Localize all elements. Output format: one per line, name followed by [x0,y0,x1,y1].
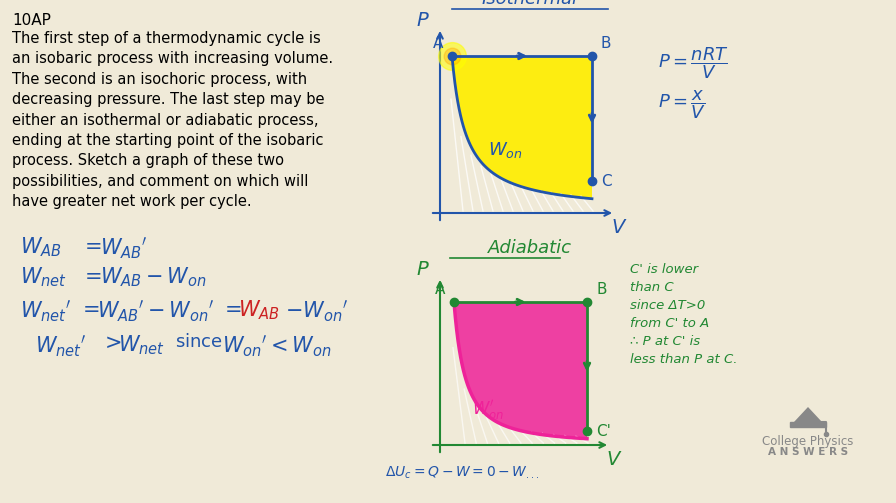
Bar [790,422,826,427]
Text: $=$: $=$ [78,298,99,318]
Text: $- \mathit{W}_{on}{'}$: $- \mathit{W}_{on}{'}$ [285,298,348,323]
Text: V: V [611,218,625,237]
Text: $\mathit{W}_{on}{'} < \mathit{W}_{on}$: $\mathit{W}_{on}{'} < \mathit{W}_{on}$ [222,333,332,359]
Text: $\mathit{W}_{net}{'}$: $\mathit{W}_{net}{'}$ [20,298,72,323]
Text: A: A [435,282,445,297]
Text: College Physics: College Physics [762,435,854,448]
Polygon shape [452,56,592,199]
Text: The first step of a thermodynamic cycle is
an isobaric process with increasing v: The first step of a thermodynamic cycle … [12,31,333,209]
Text: $\mathit{W}_{net}$: $\mathit{W}_{net}$ [20,265,67,289]
Text: $\mathit{W}_{AB}{'} - \mathit{W}_{on}{'}$: $\mathit{W}_{AB}{'} - \mathit{W}_{on}{'}… [97,298,214,323]
Text: $=$: $=$ [220,298,241,318]
Text: B: B [601,36,611,51]
Text: Adiabatic: Adiabatic [488,239,572,257]
Text: V: V [607,450,620,469]
Text: $\mathit{W}_{AB}$: $\mathit{W}_{AB}$ [238,298,280,321]
Text: B: B [596,282,607,297]
Text: $>$: $>$ [100,333,121,353]
Text: $W_{on}'$: $W_{on}'$ [472,398,504,423]
Polygon shape [454,302,587,439]
Text: $=$: $=$ [80,235,101,255]
Text: $W_{on}$: $W_{on}$ [488,140,522,160]
Text: Isothermal: Isothermal [482,0,578,8]
Text: $\mathit{W}_{AB} - \mathit{W}_{on}$: $\mathit{W}_{AB} - \mathit{W}_{on}$ [100,265,207,289]
Text: C': C' [596,424,611,439]
Text: $=$: $=$ [80,265,101,285]
Text: $\mathit{W}_{net}$: $\mathit{W}_{net}$ [118,333,165,357]
Text: $\mathit{W}_{AB}{'}$: $\mathit{W}_{AB}{'}$ [100,235,147,261]
Text: P: P [416,11,428,30]
Text: $\mathit{W}_{net}{'}$: $\mathit{W}_{net}{'}$ [35,333,86,359]
Text: $\Delta U_c = Q - W = 0 - W_{...}$: $\Delta U_c = Q - W = 0 - W_{...}$ [385,465,539,481]
Text: A: A [433,36,444,51]
Text: C' is lower
than C
since ΔT>0
from C' to A
∴ P at C' is
less than P at C.: C' is lower than C since ΔT>0 from C' to… [630,263,737,366]
Text: 10AP: 10AP [12,13,51,28]
Text: $P = \dfrac{nRT}{V}$: $P = \dfrac{nRT}{V}$ [658,45,729,80]
Text: P: P [416,260,428,279]
Text: A N S W E R S: A N S W E R S [768,447,848,457]
Text: C: C [601,174,612,189]
Polygon shape [794,407,822,422]
Text: $\mathit{W}_{AB}$: $\mathit{W}_{AB}$ [20,235,62,259]
Text: $\mathrm{since}$: $\mathrm{since}$ [175,333,223,351]
Text: $P = \dfrac{x}{V}$: $P = \dfrac{x}{V}$ [658,88,706,121]
